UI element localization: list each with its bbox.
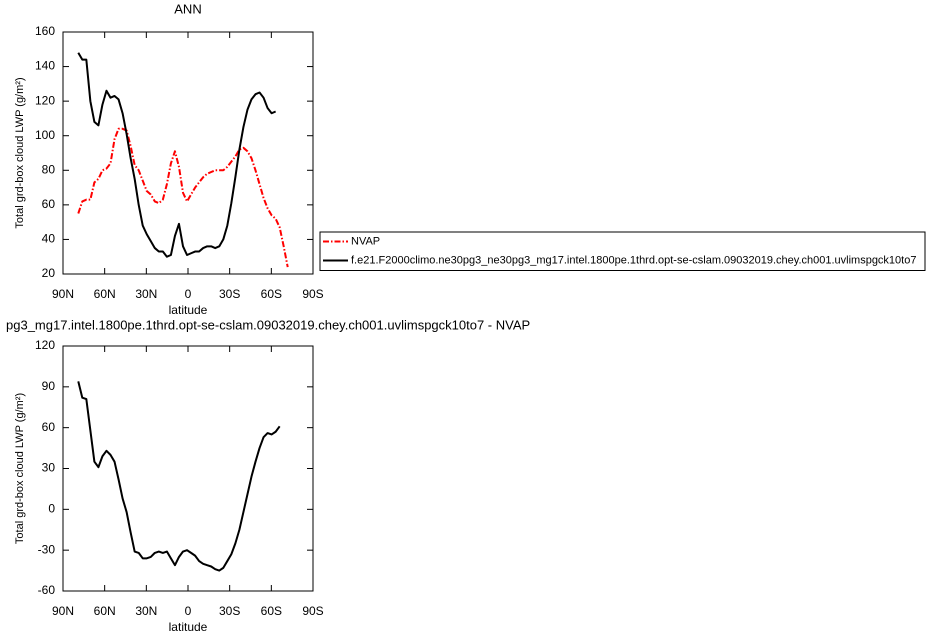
y-tick-label: 80 xyxy=(42,162,56,176)
x-tick-label: 60N xyxy=(94,604,116,618)
y-tick-label: 140 xyxy=(35,59,55,73)
plot-frame xyxy=(62,345,314,592)
y-axis-label: Total grd-box cloud LWP (g/m²) xyxy=(14,77,26,228)
x-tick-label: 90S xyxy=(302,287,323,301)
y-tick-label: 120 xyxy=(35,338,55,352)
y-tick-label: 60 xyxy=(42,420,56,434)
x-tick-label: 0 xyxy=(185,287,192,301)
y-tick-label: 90 xyxy=(42,379,56,393)
x-axis-label: latitude xyxy=(169,620,208,634)
x-tick-label: 30S xyxy=(219,604,240,618)
y-tick-label: 160 xyxy=(35,24,55,38)
legend-label: f.e21.F2000climo.ne30pg3_ne30pg3_mg17.in… xyxy=(351,254,916,266)
x-tick-label: 30S xyxy=(219,287,240,301)
legend-label: NVAP xyxy=(351,235,380,247)
y-tick-label: 30 xyxy=(42,461,56,475)
y-tick-label: 100 xyxy=(35,128,55,142)
x-tick-label: 60S xyxy=(261,287,282,301)
y-tick-label: 40 xyxy=(42,232,56,246)
legend-box xyxy=(319,231,926,271)
data-line xyxy=(77,127,289,268)
chart-title: pg3_mg17.intel.1800pe.1thrd.opt-se-cslam… xyxy=(6,317,530,332)
x-tick-label: 60S xyxy=(261,604,282,618)
plot-frame xyxy=(62,31,314,275)
x-tick-label: 30N xyxy=(135,604,157,618)
x-tick-label: 90S xyxy=(302,604,323,618)
y-tick-label: 60 xyxy=(42,197,56,211)
x-tick-label: 90N xyxy=(52,604,74,618)
data-line xyxy=(77,52,277,258)
y-tick-label: 120 xyxy=(35,93,55,107)
y-tick-label: -30 xyxy=(38,542,56,556)
chart-title: ANN xyxy=(174,1,201,16)
data-line xyxy=(77,381,281,572)
x-tick-label: 0 xyxy=(185,604,192,618)
y-axis-label: Total grd-box cloud LWP (g/m²) xyxy=(14,393,26,544)
y-tick-label: 0 xyxy=(48,502,55,516)
x-tick-label: 90N xyxy=(52,287,74,301)
x-tick-label: 30N xyxy=(135,287,157,301)
x-axis-label: latitude xyxy=(169,303,208,317)
x-tick-label: 60N xyxy=(94,287,116,301)
y-tick-label: 20 xyxy=(42,266,56,280)
y-tick-label: -60 xyxy=(38,583,56,597)
